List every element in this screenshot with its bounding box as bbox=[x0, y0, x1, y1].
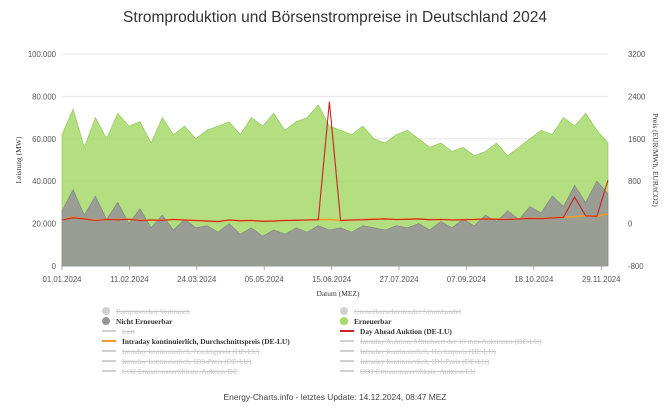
nicht-erneuerbar-area bbox=[61, 180, 609, 267]
legend-label: Nicht Erneuerbar bbox=[116, 316, 173, 326]
legend-label: Erneuerbar bbox=[354, 316, 392, 326]
legend-line-icon bbox=[340, 360, 354, 362]
legend-dot-icon bbox=[340, 307, 348, 315]
x-tick-label: 01.01.2024 bbox=[42, 275, 82, 284]
legend-item[interactable]: Intraday kontinuierlich, Niedrigpreis (D… bbox=[102, 346, 260, 356]
y-axis-right: -800 0 800 1600 2400 3200 bbox=[628, 50, 646, 271]
legend-line-icon bbox=[340, 330, 354, 332]
legend-item[interactable]: Nicht Erneuerbar bbox=[102, 316, 172, 326]
x-tick-label: 24.03.2024 bbox=[177, 275, 217, 284]
y2-axis-label: Preis (EUR/MWh, EUR/tCO2) bbox=[651, 113, 660, 207]
y-axis-label: Leistung (MW) bbox=[14, 136, 23, 183]
legend-item[interactable]: CO2 Emissionszertifikate, Auktion EU bbox=[340, 366, 475, 376]
x-tick-label: 18.10.2024 bbox=[514, 275, 554, 284]
y2-tick-label: 3200 bbox=[628, 50, 646, 59]
legend-item[interactable]: Grenzüberschreitender Stromhandel bbox=[340, 306, 461, 316]
legend-label: Intraday kontinuierlich, ID3-Preis (DE-L… bbox=[122, 356, 252, 366]
legend-dot-icon bbox=[102, 307, 110, 315]
chart-plot[interactable]: 0 20.000 40.000 60.000 80.000 100.000 -800 0 80… bbox=[0, 0, 670, 305]
y2-tick-label: -800 bbox=[628, 262, 644, 271]
x-axis: 01.01.2024 11.02.2024 24.03.2024 05.05.2024… bbox=[42, 265, 621, 284]
x-tick-label: 07.09.2024 bbox=[447, 275, 487, 284]
y-tick-label: 0 bbox=[52, 262, 57, 271]
legend-dot-icon bbox=[102, 317, 110, 325]
legend-item[interactable]: Day Ahead Auktion (DE-LU) bbox=[340, 326, 452, 336]
legend-item[interactable]: Intraday kontinuierlich, ID3-Preis (DE-L… bbox=[102, 356, 251, 366]
y2-tick-label: 2400 bbox=[628, 92, 646, 101]
legend-item[interactable]: Pumpspeicher Verbrauch bbox=[102, 306, 190, 316]
legend-label: Intraday kontinuierlich, Durchschnittspr… bbox=[122, 336, 290, 346]
x-tick-label: 15.06.2024 bbox=[312, 275, 352, 284]
y2-tick-label: 800 bbox=[628, 177, 642, 186]
legend-label: Day Ahead Auktion (DE-LU) bbox=[360, 326, 452, 336]
legend-line-icon bbox=[102, 370, 116, 372]
legend-item[interactable]: Last bbox=[102, 326, 135, 336]
legend-item[interactable]: Erneuerbar bbox=[340, 316, 391, 326]
y2-tick-label: 0 bbox=[628, 220, 633, 229]
legend-item[interactable]: Intraday kontinuierlich, Höchstpreis (DE… bbox=[340, 346, 496, 356]
legend-label: Intraday kontinuierlich, Höchstpreis (DE… bbox=[360, 346, 496, 356]
y-tick-label: 20.000 bbox=[32, 220, 57, 229]
y-tick-label: 60.000 bbox=[32, 135, 57, 144]
y-tick-label: 40.000 bbox=[32, 177, 57, 186]
legend-dot-icon bbox=[340, 317, 348, 325]
legend-label: CO2 Emissionszertifikate, Auktion DE bbox=[122, 366, 238, 376]
legend-line-icon bbox=[340, 370, 354, 372]
x-axis-label: Datum (MEZ) bbox=[316, 289, 360, 298]
legend-line-icon bbox=[340, 340, 354, 342]
x-tick-label: 27.07.2024 bbox=[380, 275, 420, 284]
x-tick-label: 11.02.2024 bbox=[110, 275, 149, 284]
y-tick-label: 100.000 bbox=[28, 50, 57, 59]
x-tick-label: 29.11.2024 bbox=[582, 275, 621, 284]
legend-line-icon bbox=[340, 350, 354, 352]
legend-label: Grenzüberschreitender Stromhandel bbox=[354, 306, 461, 316]
y-tick-label: 80.000 bbox=[32, 92, 57, 101]
legend-item[interactable]: Intraday kontinuierlich, ID1-Preis (DE-L… bbox=[340, 356, 489, 366]
legend-line-icon bbox=[102, 330, 116, 332]
legend-label: Intraday kontinuierlich, Niedrigpreis (D… bbox=[122, 346, 260, 356]
day-ahead-price-line bbox=[61, 101, 609, 223]
legend: Pumpspeicher Verbrauch Grenzüberschreiten… bbox=[0, 306, 670, 376]
y2-tick-label: 1600 bbox=[628, 135, 646, 144]
legend-item[interactable]: Intraday kontinuierlich, Durchschnittspr… bbox=[102, 336, 290, 346]
legend-label: Pumpspeicher Verbrauch bbox=[116, 306, 190, 316]
y-axis-left: 0 20.000 40.000 60.000 80.000 100.000 bbox=[28, 50, 57, 271]
legend-label: CO2 Emissionszertifikate, Auktion EU bbox=[360, 366, 476, 376]
legend-line-icon bbox=[102, 360, 116, 362]
legend-item[interactable]: Intraday Auktion, Mittelwert der 15 min-… bbox=[340, 336, 542, 346]
legend-line-icon bbox=[102, 340, 116, 342]
legend-item[interactable]: CO2 Emissionszertifikate, Auktion DE bbox=[102, 366, 237, 376]
legend-label: Intraday kontinuierlich, ID1-Preis (DE-L… bbox=[360, 356, 490, 366]
x-tick-label: 05.05.2024 bbox=[245, 275, 285, 284]
legend-label: Last bbox=[122, 326, 135, 336]
legend-line-icon bbox=[102, 350, 116, 352]
price-series bbox=[61, 101, 609, 223]
area-series bbox=[61, 104, 609, 267]
legend-label: Intraday Auktion, Mittelwert der 15 min-… bbox=[360, 336, 542, 346]
footer-credit: Energy-Charts.info - letztes Update: 14.… bbox=[223, 392, 447, 402]
chart-title: Stromproduktion und Börsenstrompreise in… bbox=[123, 9, 547, 26]
